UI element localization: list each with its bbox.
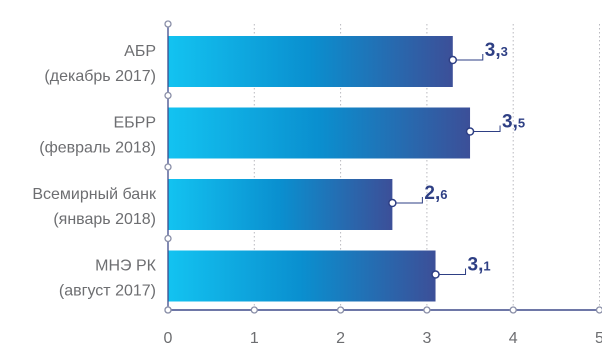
value-marker-3 [388, 198, 397, 208]
x-tick-label: 5 [595, 330, 602, 347]
data-label-int: 3, [468, 255, 484, 276]
x-tick-marker-3 [423, 306, 431, 314]
labels: 0 1 2 3 4 5 АБР (декабрь 2017) ЕБРР (февраль 2018… [32, 40, 602, 347]
x-tick-marker-0 [164, 306, 172, 314]
category-label: (август 2017) [59, 282, 156, 299]
category-label: Всемирный банк [32, 186, 157, 203]
x-tick-marker-5 [595, 306, 602, 314]
y-axis-marker-2 [164, 163, 172, 171]
x-tick-label: 4 [509, 330, 518, 347]
data-label-4: 3,1 [468, 255, 491, 276]
data-label-dec: 1 [483, 259, 490, 274]
category-label: (январь 2018) [53, 211, 156, 228]
x-tick-marker-4 [509, 306, 517, 314]
x-tick-label: 0 [164, 330, 173, 347]
data-label-dec: 6 [440, 187, 447, 202]
data-label-dec: 5 [518, 116, 525, 131]
data-label-3: 2,6 [424, 183, 447, 204]
value-marker-4 [431, 270, 440, 279]
axes [164, 20, 602, 314]
x-tick-label: 2 [336, 330, 345, 347]
category-label: АБР [124, 43, 156, 60]
x-tick-marker-2 [336, 306, 345, 314]
leader-line-3 [392, 197, 423, 204]
value-marker-1 [448, 55, 458, 65]
bar-3 [168, 179, 393, 230]
leader-line-4 [435, 268, 467, 275]
y-axis-marker-1 [164, 91, 172, 100]
data-label-1: 3,3 [485, 40, 508, 61]
category-label: (февраль 2018) [39, 139, 156, 156]
category-label: ЕБРР [113, 114, 156, 131]
y-axis-marker-0 [164, 20, 172, 28]
leader-line-2 [470, 125, 501, 132]
data-label-int: 3, [502, 112, 518, 133]
x-tick-label: 1 [250, 330, 259, 347]
data-label-int: 3, [485, 40, 501, 61]
category-label: МНЭ РК [95, 257, 157, 274]
bar-1 [168, 36, 453, 87]
data-label-int: 2, [424, 183, 440, 204]
y-axis-marker-3 [164, 234, 172, 243]
value-marker-2 [465, 127, 475, 136]
category-label: (декабрь 2017) [44, 68, 156, 85]
data-label-dec: 3 [501, 44, 508, 59]
data-label-2: 3,5 [502, 112, 525, 133]
leader-line-1 [452, 54, 484, 61]
x-tick-label: 3 [422, 330, 431, 347]
bar-4 [168, 250, 436, 302]
x-tick-marker-1 [250, 306, 258, 314]
bar-2 [168, 107, 471, 159]
bars [168, 36, 471, 302]
